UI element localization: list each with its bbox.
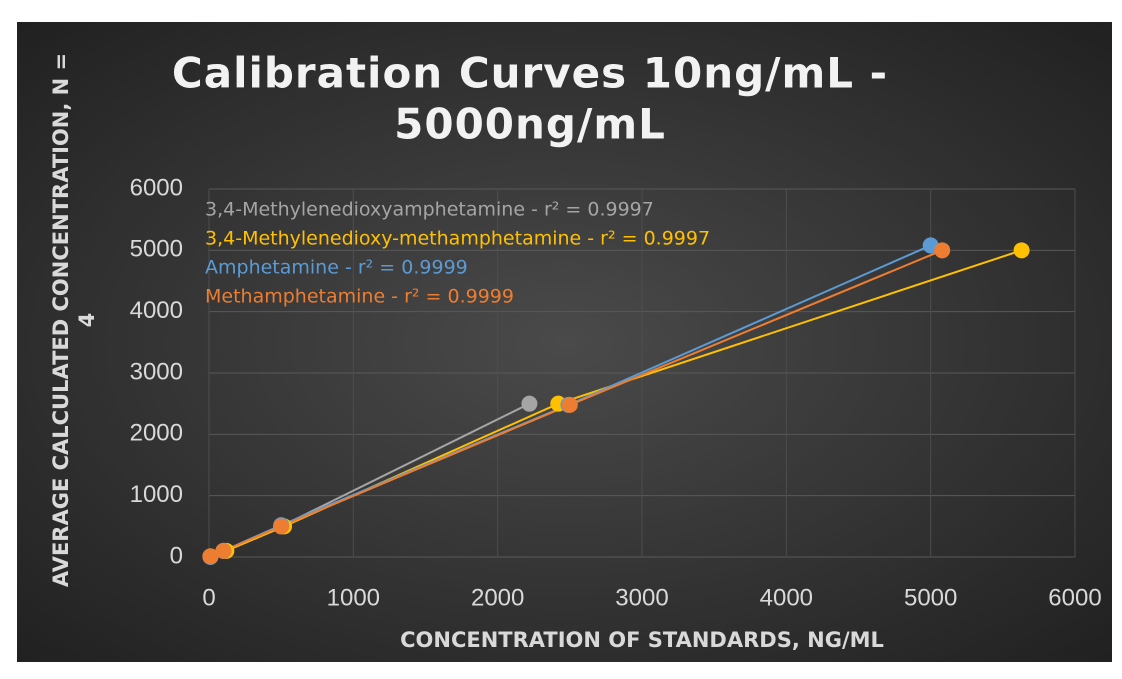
- y-tick-label: 6000: [130, 174, 183, 201]
- y-tick-label: 4000: [130, 297, 183, 324]
- x-tick-label: 0: [202, 584, 215, 611]
- y-tick-label: 5000: [130, 236, 183, 263]
- x-tick-label: 4000: [760, 584, 813, 611]
- y-tick-label: 3000: [130, 358, 183, 385]
- y-tick-label: 2000: [130, 420, 183, 447]
- x-tick-label: 2000: [471, 584, 524, 611]
- y-tick-label: 0: [170, 542, 183, 569]
- data-point: [1013, 242, 1030, 259]
- x-axis-title: CONCENTRATION OF STANDARDS, NG/ML: [400, 628, 884, 652]
- y-tick-label: 1000: [130, 481, 183, 508]
- data-point: [202, 548, 219, 565]
- data-point: [215, 542, 232, 559]
- chart-background: [17, 22, 1112, 662]
- legend-entry: Amphetamine - r² = 0.9999: [205, 257, 468, 279]
- x-tick-label: 5000: [904, 584, 957, 611]
- data-point: [561, 396, 578, 413]
- chart-title: Calibration Curves 10ng/mL -: [172, 49, 888, 98]
- data-point: [521, 395, 538, 412]
- x-tick-label: 6000: [1048, 584, 1101, 611]
- x-tick-label: 3000: [615, 584, 668, 611]
- data-point: [273, 518, 290, 535]
- legend-entry: Methamphetamine - r² = 0.9999: [205, 286, 514, 308]
- y-axis-title: 4: [75, 313, 99, 328]
- legend-entry: 3,4-Methylenedioxy-methamphetamine - r² …: [205, 228, 710, 250]
- x-tick-label: 1000: [327, 584, 380, 611]
- y-axis-title: AVERAGE CALCULATED CONCENTRATION, N =: [49, 53, 73, 587]
- data-point: [934, 242, 951, 259]
- legend-entry: 3,4-Methylenedioxyamphetamine - r² = 0.9…: [205, 199, 654, 221]
- chart-title: 5000ng/mL: [394, 100, 666, 149]
